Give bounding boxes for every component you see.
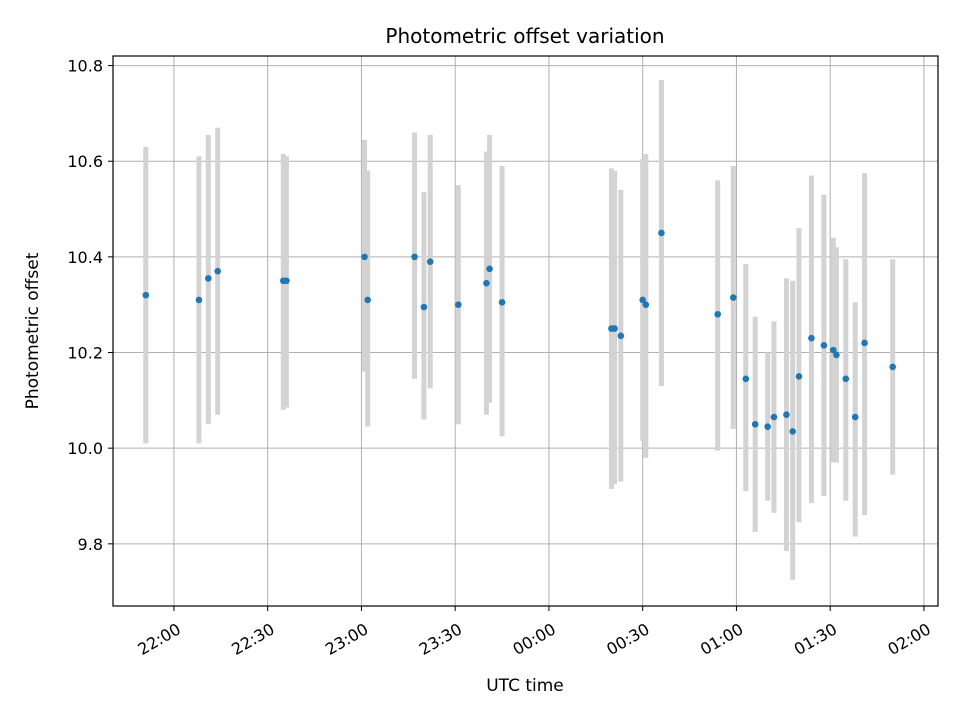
data-point bbox=[764, 423, 771, 430]
y-tick-label: 9.8 bbox=[78, 535, 103, 554]
data-point bbox=[486, 265, 493, 273]
data-point bbox=[830, 346, 837, 354]
data-point bbox=[808, 334, 815, 342]
data-point bbox=[426, 258, 434, 265]
y-tick-label: 10.0 bbox=[67, 439, 103, 458]
y-axis-ticks: 9.8 10.0 10.2 10.4 10.6 10.8 bbox=[67, 57, 113, 554]
data-point bbox=[751, 420, 759, 428]
data-point bbox=[364, 296, 371, 304]
data-point bbox=[420, 303, 428, 311]
y-tick-label: 10.8 bbox=[67, 57, 103, 76]
plot-frame bbox=[112, 55, 939, 607]
data-point bbox=[195, 296, 203, 304]
data-point bbox=[142, 291, 150, 299]
data-point bbox=[483, 279, 490, 287]
data-point bbox=[411, 253, 418, 261]
data-point bbox=[611, 325, 618, 332]
y-tick-label: 10.2 bbox=[67, 344, 103, 363]
data-point bbox=[730, 294, 737, 301]
y-tick-label: 10.6 bbox=[67, 152, 103, 171]
data-point bbox=[714, 310, 721, 318]
data-point bbox=[770, 413, 778, 421]
data-point bbox=[842, 375, 850, 383]
data-point bbox=[889, 363, 896, 371]
data-point bbox=[642, 301, 650, 308]
data-point bbox=[783, 411, 790, 418]
data-point bbox=[205, 275, 212, 282]
data-point bbox=[639, 296, 646, 304]
y-tick-label: 10.4 bbox=[67, 248, 103, 267]
data-point bbox=[617, 332, 625, 340]
data-point bbox=[658, 229, 665, 237]
data-point bbox=[214, 267, 221, 275]
data-point bbox=[861, 339, 868, 347]
data-point bbox=[833, 351, 840, 359]
data-point bbox=[789, 428, 796, 435]
data-point bbox=[795, 373, 803, 380]
data-point bbox=[361, 253, 368, 261]
data-point bbox=[742, 375, 750, 383]
data-point bbox=[820, 342, 828, 349]
data-point bbox=[283, 277, 290, 285]
y-axis-title: Photometric offset bbox=[23, 252, 43, 409]
chart-title: Photometric offset variation bbox=[385, 24, 664, 48]
data-point bbox=[455, 301, 462, 308]
data-point bbox=[851, 413, 859, 421]
data-points bbox=[142, 229, 896, 435]
data-point bbox=[498, 299, 506, 306]
x-axis-title: UTC time bbox=[486, 676, 564, 696]
